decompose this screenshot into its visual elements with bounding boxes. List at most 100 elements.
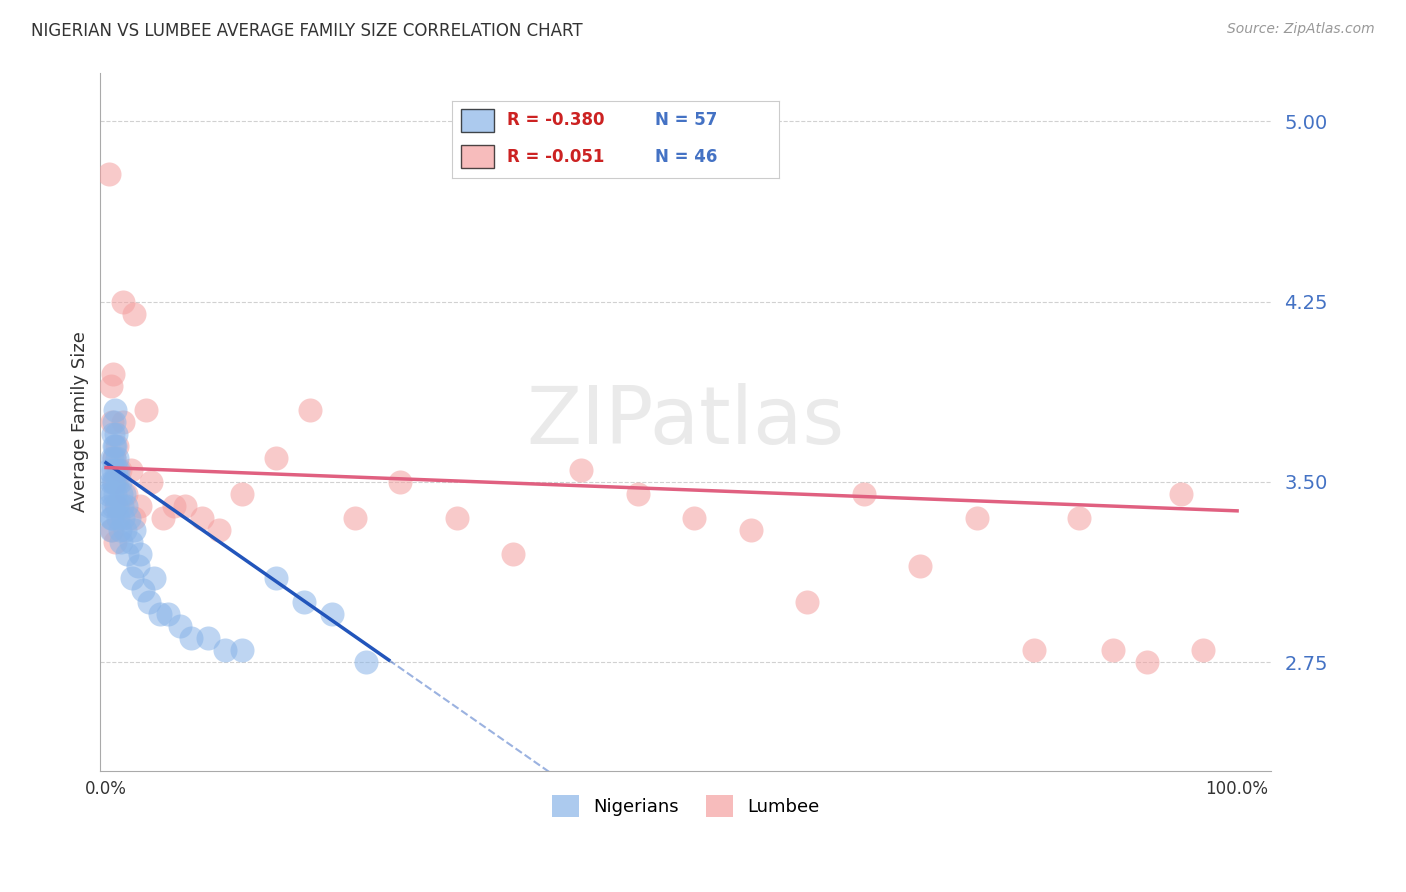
Point (966, 511, 988, 525)
Text: ZIPatlas: ZIPatlas (527, 383, 845, 461)
Point (107, 463, 129, 477)
Point (740, 523, 762, 537)
Point (120, 463, 142, 477)
Point (100, 378, 122, 392)
Point (108, 463, 131, 477)
Point (569, 463, 592, 477)
Point (354, 656, 377, 670)
Point (208, 523, 231, 537)
Point (105, 439, 128, 453)
Point (105, 499, 128, 513)
Point (120, 535, 142, 549)
Point (502, 547, 524, 561)
Y-axis label: Average Family Size: Average Family Size (72, 332, 89, 512)
Point (121, 571, 143, 585)
Point (100, 487, 122, 501)
Point (105, 463, 128, 477)
Point (627, 487, 650, 501)
Point (111, 415, 134, 429)
Point (117, 547, 139, 561)
Point (103, 450, 125, 465)
Point (127, 559, 149, 574)
Point (231, 487, 253, 501)
Point (105, 426, 128, 441)
Point (101, 499, 124, 513)
Point (149, 607, 172, 622)
Point (157, 607, 180, 622)
Point (100, 511, 122, 525)
Point (114, 523, 136, 537)
Point (1022, 643, 1045, 657)
Point (1170, 487, 1192, 501)
Point (97, 487, 120, 501)
Point (683, 511, 706, 525)
Point (112, 487, 135, 501)
Text: Source: ZipAtlas.com: Source: ZipAtlas.com (1227, 22, 1375, 37)
Point (163, 499, 186, 513)
Point (1067, 511, 1090, 525)
Point (100, 450, 122, 465)
Point (142, 571, 165, 585)
Point (129, 547, 152, 561)
Point (103, 415, 125, 429)
Point (101, 367, 124, 381)
Point (132, 583, 155, 598)
Point (124, 523, 146, 537)
Point (191, 511, 214, 525)
Point (101, 475, 124, 489)
Point (107, 511, 129, 525)
Point (446, 511, 468, 525)
Point (105, 499, 128, 513)
Point (104, 475, 127, 489)
Point (292, 595, 315, 609)
Point (100, 475, 122, 489)
Legend: Nigerians, Lumbee: Nigerians, Lumbee (544, 788, 827, 824)
Point (1136, 656, 1159, 670)
Point (174, 499, 197, 513)
Point (214, 643, 236, 657)
Point (115, 487, 138, 501)
Point (108, 475, 131, 489)
Point (389, 475, 412, 489)
Point (101, 426, 124, 441)
Point (100, 523, 122, 537)
Point (98, 499, 121, 513)
Point (100, 511, 122, 525)
Point (910, 559, 932, 574)
Point (129, 499, 152, 513)
Point (104, 535, 127, 549)
Point (135, 402, 157, 417)
Point (321, 607, 343, 622)
Point (343, 511, 366, 525)
Point (104, 402, 127, 417)
Point (138, 595, 160, 609)
Point (104, 439, 127, 453)
Point (115, 499, 138, 513)
Point (141, 475, 163, 489)
Point (111, 499, 134, 513)
Point (264, 571, 287, 585)
Point (105, 450, 128, 465)
Point (108, 523, 131, 537)
Point (98, 167, 121, 181)
Point (796, 595, 818, 609)
Point (105, 475, 128, 489)
Point (111, 511, 134, 525)
Point (197, 632, 219, 646)
Point (852, 487, 875, 501)
Point (152, 511, 174, 525)
Point (103, 439, 125, 453)
Point (100, 523, 122, 537)
Text: NIGERIAN VS LUMBEE AVERAGE FAMILY SIZE CORRELATION CHART: NIGERIAN VS LUMBEE AVERAGE FAMILY SIZE C… (31, 22, 582, 40)
Point (98, 463, 121, 477)
Point (110, 535, 132, 549)
Point (111, 294, 134, 309)
Point (117, 511, 139, 525)
Point (264, 450, 287, 465)
Point (1192, 643, 1215, 657)
Point (298, 402, 321, 417)
Point (103, 450, 125, 465)
Point (1101, 643, 1123, 657)
Point (100, 415, 122, 429)
Point (124, 307, 146, 321)
